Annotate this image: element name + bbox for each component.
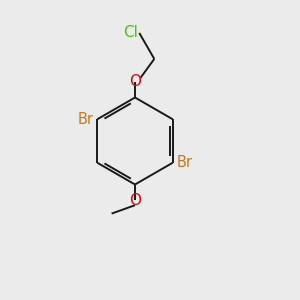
Text: O: O [129, 193, 141, 208]
Text: Br: Br [78, 112, 94, 127]
Text: Br: Br [176, 155, 192, 170]
Text: Cl: Cl [123, 26, 138, 40]
Text: O: O [129, 74, 141, 89]
